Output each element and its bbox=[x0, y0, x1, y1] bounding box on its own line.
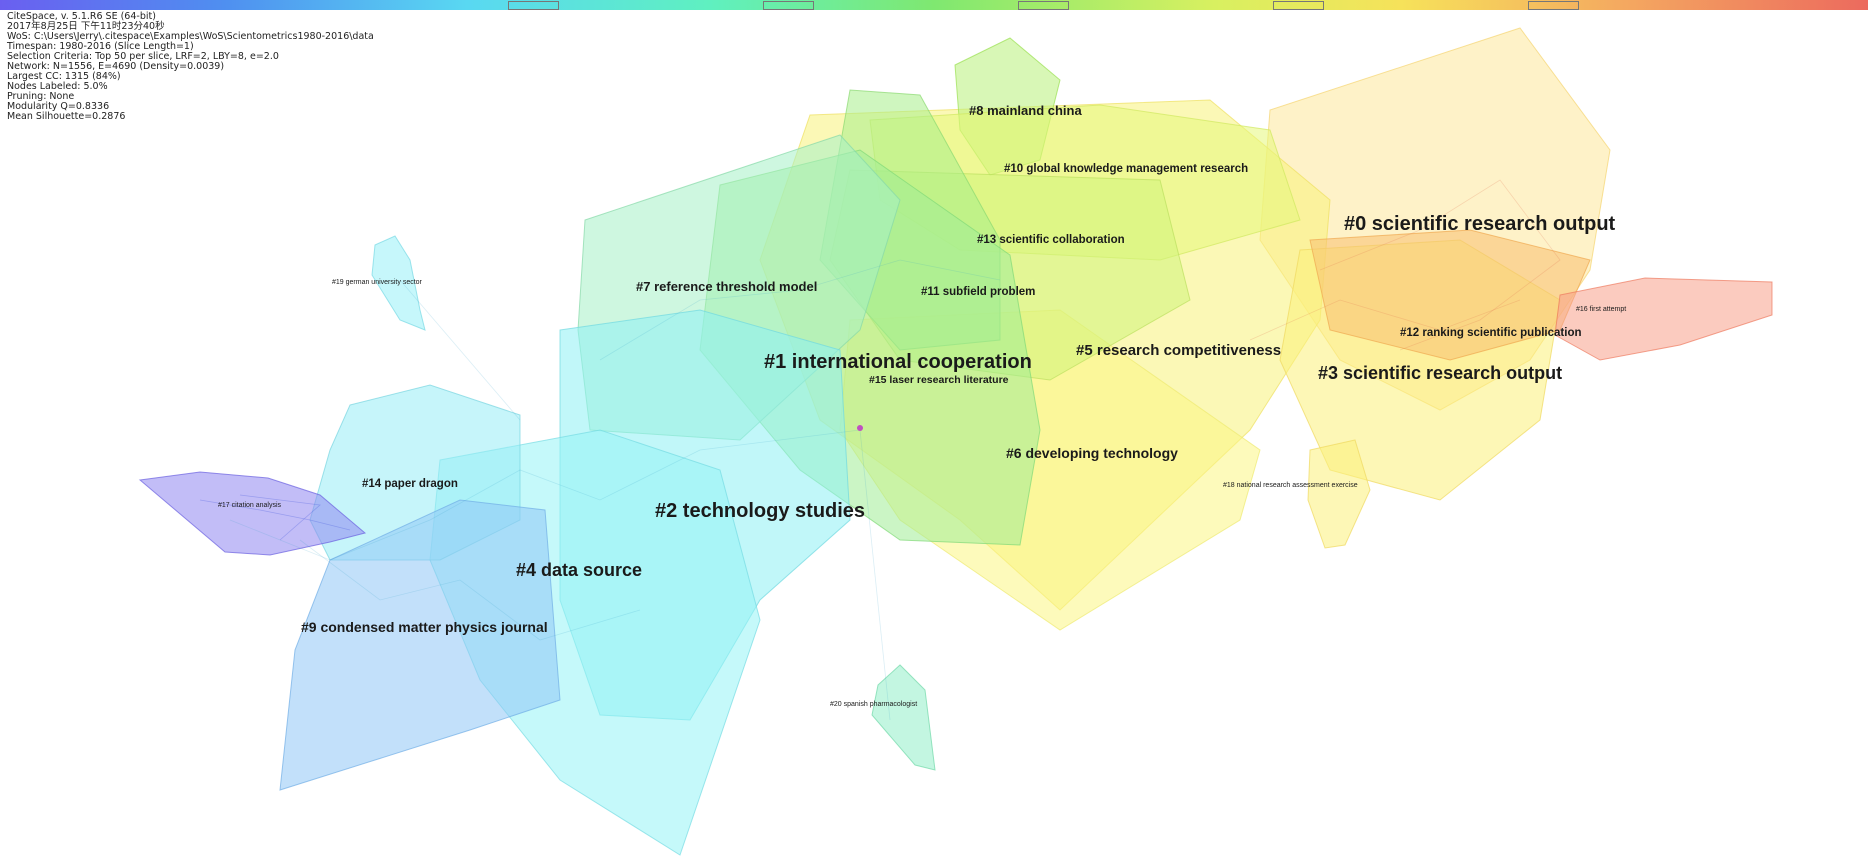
cluster-hull-16[interactable] bbox=[1554, 277, 1773, 361]
info-panel: CiteSpace, v. 5.1.R6 SE (64-bit) 2017年8月… bbox=[7, 12, 374, 122]
timeline-slice-marker bbox=[508, 1, 559, 10]
data-path-text: WoS: C:\Users\Jerry\.citespace\Examples\… bbox=[7, 31, 374, 42]
nodes-labeled-text: Nodes Labeled: 5.0% bbox=[7, 81, 108, 92]
largest-cc-text: Largest CC: 1315 (84%) bbox=[7, 71, 121, 82]
timeline-slice-marker bbox=[1528, 1, 1579, 10]
silhouette-text: Mean Silhouette=0.2876 bbox=[7, 111, 126, 122]
cluster-label-2[interactable]: #2 technology studies bbox=[655, 500, 866, 522]
cluster-label-11[interactable]: #11 subfield problem bbox=[921, 286, 1036, 298]
cluster-hull-17[interactable] bbox=[138, 471, 367, 556]
cluster-label-9[interactable]: #9 condensed matter physics journal bbox=[301, 619, 548, 635]
cluster-label-14[interactable]: #14 paper dragon bbox=[362, 478, 458, 490]
cluster-hull-9[interactable] bbox=[279, 499, 561, 791]
timeline-slice-marker bbox=[1018, 1, 1069, 10]
network-canvas[interactable] bbox=[0, 10, 1868, 857]
timeline-color-bar bbox=[0, 0, 1868, 10]
cluster-label-18[interactable]: #18 national research assessment exercis… bbox=[1223, 482, 1358, 489]
cluster-label-16[interactable]: #16 first attempt bbox=[1576, 306, 1627, 313]
cluster-label-10[interactable]: #10 global knowledge management research bbox=[1004, 163, 1249, 175]
cluster-label-3[interactable]: #3 scientific research output bbox=[1318, 363, 1563, 383]
cluster-label-6[interactable]: #6 developing technology bbox=[1006, 445, 1178, 461]
cluster-hull-20[interactable] bbox=[871, 664, 936, 771]
date-text: 2017年8月25日 下午11时23分40秒 bbox=[7, 21, 165, 32]
cluster-label-15[interactable]: #15 laser research literature bbox=[869, 374, 1009, 386]
highlight-node[interactable] bbox=[857, 425, 863, 431]
timeline-slice-marker bbox=[1273, 1, 1324, 10]
cluster-label-17[interactable]: #17 citation analysis bbox=[218, 502, 282, 509]
cluster-label-13[interactable]: #13 scientific collaboration bbox=[977, 234, 1125, 246]
modularity-text: Modularity Q=0.8336 bbox=[7, 101, 110, 112]
cluster-hull-19[interactable] bbox=[371, 235, 426, 331]
network-stats-text: Network: N=1556, E=4690 (Density=0.0039) bbox=[7, 61, 225, 72]
timeline-slice-marker bbox=[763, 1, 814, 10]
cluster-hull-18[interactable] bbox=[1307, 439, 1371, 549]
cluster-label-12[interactable]: #12 ranking scientific publication bbox=[1400, 327, 1582, 339]
cluster-label-7[interactable]: #7 reference threshold model bbox=[636, 279, 818, 294]
cluster-label-0[interactable]: #0 scientific research output bbox=[1344, 213, 1616, 235]
cluster-label-8[interactable]: #8 mainland china bbox=[969, 103, 1082, 118]
cluster-label-1[interactable]: #1 international cooperation bbox=[764, 351, 1032, 373]
pruning-text: Pruning: None bbox=[7, 91, 75, 102]
cluster-label-4[interactable]: #4 data source bbox=[516, 560, 643, 580]
cluster-label-5[interactable]: #5 research competitiveness bbox=[1076, 342, 1282, 359]
version-text: CiteSpace, v. 5.1.R6 SE (64-bit) bbox=[7, 11, 156, 22]
cluster-label-20[interactable]: #20 spanish pharmacologist bbox=[830, 701, 918, 708]
selection-criteria-text: Selection Criteria: Top 50 per slice, LR… bbox=[7, 51, 279, 62]
cluster-label-19[interactable]: #19 german university sector bbox=[332, 279, 422, 286]
timespan-text: Timespan: 1980-2016 (Slice Length=1) bbox=[7, 41, 194, 52]
